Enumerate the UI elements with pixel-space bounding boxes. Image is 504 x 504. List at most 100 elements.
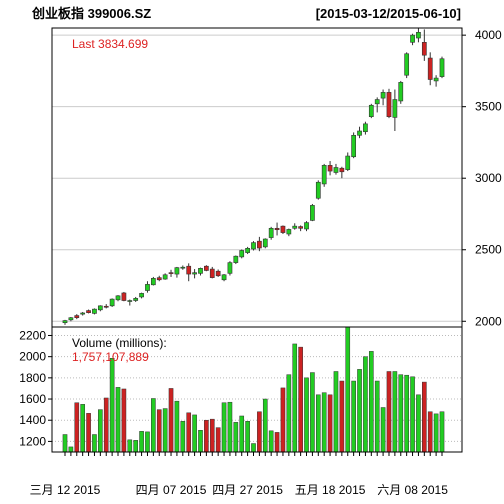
volume-bar bbox=[133, 440, 138, 453]
candle-body bbox=[345, 155, 351, 170]
volume-bar bbox=[369, 351, 374, 453]
candle-body bbox=[421, 42, 427, 56]
price-tick-label: 4000 bbox=[475, 28, 502, 42]
volume-bar bbox=[386, 371, 392, 453]
volume-bar bbox=[204, 419, 209, 453]
candle-body bbox=[86, 310, 91, 313]
volume-bar bbox=[292, 343, 298, 453]
candle-body bbox=[74, 315, 80, 319]
volume-bar bbox=[98, 409, 103, 453]
x-tick-label: 四月 07 2015 bbox=[136, 483, 207, 497]
volume-bar bbox=[398, 374, 404, 453]
volume-bar bbox=[339, 380, 345, 453]
volume-bar bbox=[180, 421, 186, 453]
volume-bar bbox=[345, 326, 351, 453]
price-tick-label: 2000 bbox=[475, 314, 502, 328]
candle-body bbox=[386, 92, 392, 117]
candle-body bbox=[333, 167, 339, 173]
candle-body bbox=[339, 167, 345, 173]
candle-body bbox=[80, 312, 86, 315]
volume-bar bbox=[209, 418, 215, 453]
volume-bar bbox=[186, 412, 192, 453]
candle-body bbox=[280, 225, 286, 233]
volume-bar bbox=[221, 402, 227, 453]
candle-body bbox=[233, 255, 239, 263]
candle-body bbox=[357, 130, 362, 136]
candle-body bbox=[174, 267, 180, 275]
volume-y-axis: 1200 1400 1600 1800 2000 2200 bbox=[19, 328, 52, 448]
price-panel-frame bbox=[51, 27, 463, 328]
candle-body bbox=[227, 262, 233, 274]
candle-body bbox=[192, 272, 197, 275]
candle-body bbox=[180, 266, 186, 269]
candle-body bbox=[416, 31, 421, 39]
volume-bar bbox=[410, 376, 415, 453]
price-tick-label: 2500 bbox=[475, 243, 502, 257]
volume-bar bbox=[174, 400, 180, 453]
volume-panel-frame bbox=[51, 326, 463, 453]
candle-body bbox=[162, 274, 168, 280]
price-tick-label: 3000 bbox=[475, 171, 502, 185]
candle-body bbox=[251, 242, 256, 250]
volume-bar bbox=[262, 398, 268, 453]
candle-body bbox=[380, 92, 386, 99]
volume-bar bbox=[74, 402, 80, 453]
candle-body bbox=[374, 99, 380, 105]
volume-bar bbox=[115, 387, 121, 453]
volume-bar bbox=[251, 443, 256, 453]
volume-bar bbox=[439, 411, 445, 453]
volume-tick-label: 1800 bbox=[19, 371, 46, 385]
volume-bar bbox=[315, 394, 321, 453]
candle-body bbox=[298, 226, 303, 229]
x-tick-label: 四月 27 2015 bbox=[212, 483, 283, 497]
volume-tick-label: 1600 bbox=[19, 392, 46, 406]
candle-body bbox=[198, 268, 203, 274]
volume-bar bbox=[109, 358, 115, 453]
x-axis-ticks bbox=[64, 452, 443, 456]
candle-body bbox=[215, 270, 221, 277]
candle-body bbox=[304, 222, 309, 230]
candle-body bbox=[410, 34, 415, 43]
volume-bar bbox=[298, 346, 303, 453]
volume-bar bbox=[62, 434, 68, 453]
volume-bar bbox=[280, 387, 286, 453]
x-tick-label: 三月 12 2015 bbox=[30, 483, 101, 497]
candle-body bbox=[92, 308, 97, 314]
candle-body bbox=[257, 240, 262, 249]
volume-bar bbox=[286, 374, 292, 453]
candle-body bbox=[133, 298, 139, 301]
volume-bar bbox=[304, 377, 309, 453]
volume-bar bbox=[427, 411, 433, 453]
volume-tick-label: 1200 bbox=[19, 434, 46, 448]
volume-bar bbox=[416, 394, 421, 453]
volume-bar bbox=[156, 409, 162, 453]
candle-body bbox=[103, 305, 109, 308]
volume-bar bbox=[127, 439, 133, 453]
volume-tick-label: 1400 bbox=[19, 413, 46, 427]
volume-bar bbox=[327, 394, 333, 453]
candle-body bbox=[115, 295, 121, 301]
volume-bar bbox=[357, 369, 362, 453]
candle-body bbox=[315, 181, 321, 199]
volume-bar bbox=[139, 431, 144, 453]
candle-body bbox=[398, 82, 404, 102]
candle-body bbox=[209, 268, 215, 278]
volume-bar bbox=[192, 414, 197, 453]
candle-body bbox=[97, 305, 103, 311]
volume-bar bbox=[392, 371, 398, 453]
candles-layer bbox=[62, 28, 445, 325]
candle-body bbox=[268, 227, 274, 238]
candle-body bbox=[274, 227, 280, 231]
candle-body bbox=[262, 238, 268, 248]
volume-bar bbox=[145, 431, 150, 453]
candle-body bbox=[433, 77, 439, 82]
volume-bar bbox=[121, 388, 127, 453]
volume-tick-label: 2200 bbox=[19, 328, 46, 342]
date-range-label: [2015-03-12/2015-06-10] bbox=[316, 6, 461, 21]
volume-bar bbox=[433, 413, 439, 453]
volume-bar bbox=[363, 356, 368, 453]
volume-bar bbox=[227, 401, 233, 453]
volume-bar bbox=[162, 408, 168, 453]
volume-bar bbox=[380, 407, 386, 453]
candle-body bbox=[139, 293, 144, 298]
